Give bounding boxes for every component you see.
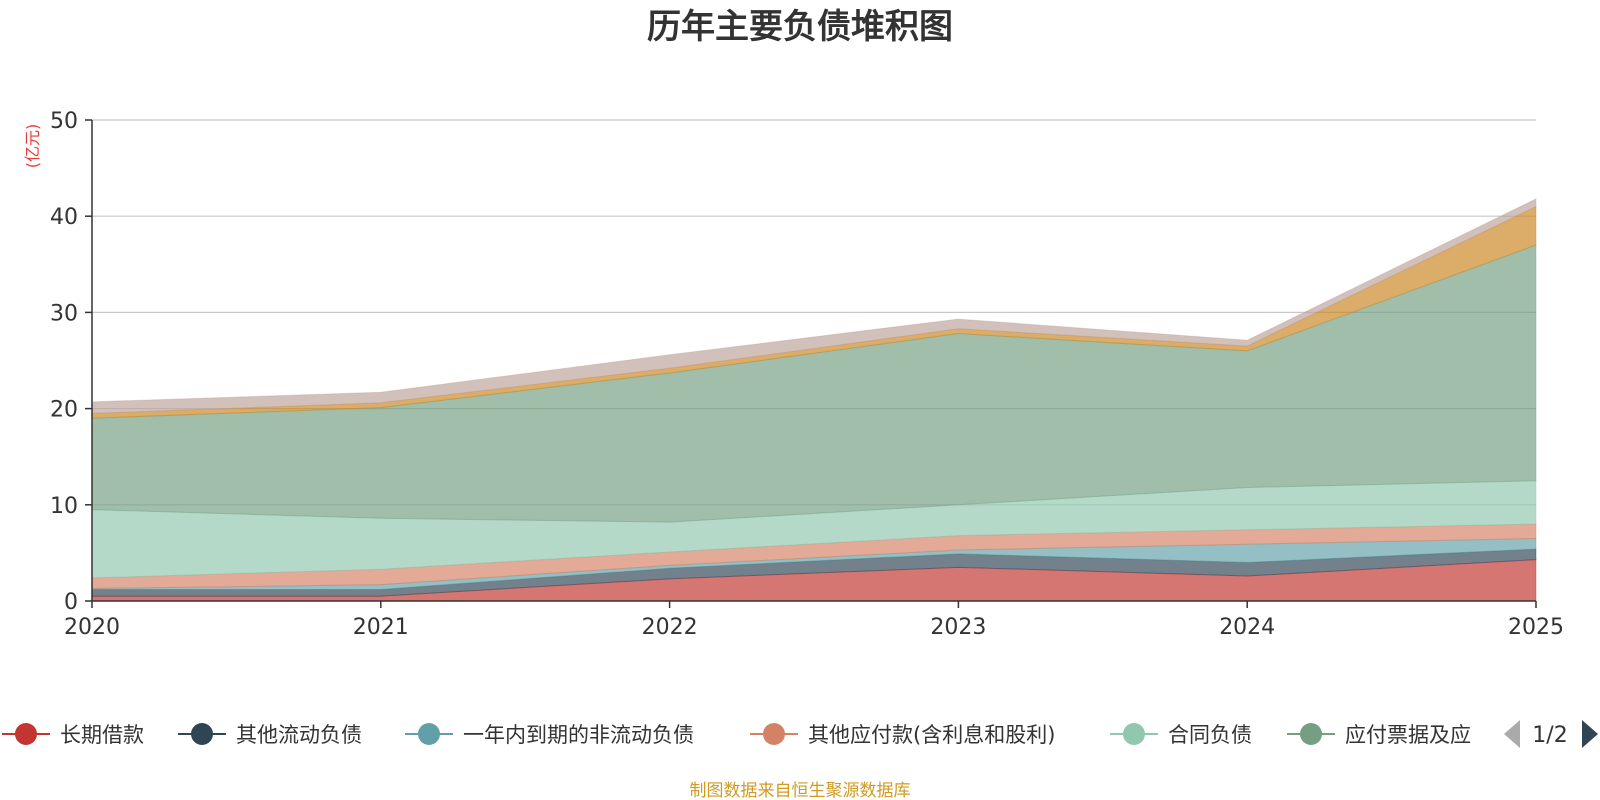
x-tick-label: 2021 [353,615,409,640]
y-tick-label: 40 [50,205,78,230]
legend-item-5[interactable]: 合同负债 [1110,723,1252,747]
legend-marker [1300,723,1322,745]
legend-label: 长期借款 [60,723,144,747]
legend-marker [191,723,213,745]
legend-label: 一年内到期的非流动负债 [463,723,694,747]
x-tick-label: 2024 [1219,615,1275,640]
chart-title: 历年主要负债堆积图 [647,7,953,47]
y-tick-label: 0 [64,590,78,615]
area-series-6 [91,244,1537,523]
legend-next-icon[interactable] [1582,720,1598,748]
legend-item-1[interactable]: 长期借款 [2,723,144,747]
y-tick-label: 30 [50,301,78,326]
x-tick-label: 2022 [642,615,698,640]
legend-marker [763,723,785,745]
data-source-note: 制图数据来自恒生聚源数据库 [690,781,911,800]
legend-item-4[interactable]: 其他应付款(含利息和股利) [750,723,1055,747]
area-series-group [91,198,1537,602]
legend-item-3[interactable]: 一年内到期的非流动负债 [405,723,694,747]
legend-label: 合同负债 [1168,723,1252,747]
legend-item-2[interactable]: 其他流动负债 [178,723,362,747]
legend-item-6[interactable]: 应付票据及应 [1287,723,1471,747]
legend-label: 其他应付款(含利息和股利) [808,723,1055,747]
legend-label: 其他流动负债 [236,723,362,747]
x-tick-label: 2023 [930,615,986,640]
x-tick-label: 2020 [64,615,120,640]
legend-prev-icon[interactable] [1504,720,1520,748]
legend-marker [1123,723,1145,745]
legend-marker [15,723,37,745]
y-tick-label: 10 [50,494,78,519]
y-axis-unit: (亿元) [23,124,42,169]
legend-label: 应付票据及应 [1345,723,1471,747]
legend-marker [418,723,440,745]
y-tick-label: 20 [50,398,78,423]
legend-page-indicator: 1/2 [1532,723,1567,748]
y-tick-label: 50 [50,109,78,134]
area-series-8 [91,198,1537,414]
x-tick-label: 2025 [1508,615,1564,640]
axes: 0 10 20 30 40 50 2020 2021 2022 2023 2024 2025 [50,109,1564,640]
legend: 长期借款 其他流动负债 一年内到期的非流动负债 其他应付款(含利息和股利) 合同负债 应付… [2,720,1598,748]
